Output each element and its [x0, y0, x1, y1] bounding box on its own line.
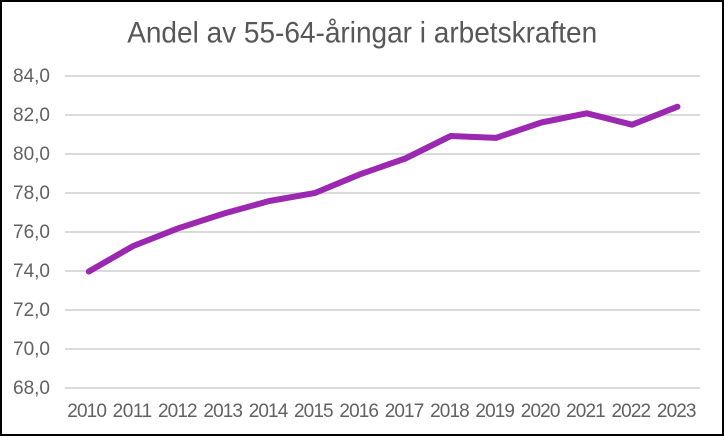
svg-text:84,0: 84,0	[13, 66, 50, 87]
svg-text:2014: 2014	[249, 401, 289, 422]
svg-text:82,0: 82,0	[13, 105, 50, 126]
svg-text:72,0: 72,0	[13, 300, 50, 321]
svg-text:2015: 2015	[294, 401, 334, 422]
svg-text:2019: 2019	[475, 401, 515, 422]
svg-text:2021: 2021	[566, 401, 606, 422]
svg-text:Andel av 55-64-åringar i arbet: Andel av 55-64-åringar i arbetskraften	[127, 17, 597, 50]
svg-text:2012: 2012	[158, 401, 198, 422]
svg-text:2020: 2020	[521, 401, 561, 422]
svg-text:80,0: 80,0	[13, 144, 50, 165]
svg-text:2017: 2017	[385, 401, 425, 422]
svg-text:2018: 2018	[430, 401, 470, 422]
svg-text:74,0: 74,0	[13, 261, 50, 282]
svg-text:78,0: 78,0	[13, 183, 50, 204]
svg-text:2016: 2016	[339, 401, 379, 422]
svg-text:2010: 2010	[67, 401, 107, 422]
svg-text:2013: 2013	[203, 401, 243, 422]
svg-text:76,0: 76,0	[13, 222, 50, 243]
svg-text:70,0: 70,0	[13, 339, 50, 360]
svg-text:2022: 2022	[612, 401, 652, 422]
svg-text:2011: 2011	[113, 401, 153, 422]
svg-text:68,0: 68,0	[13, 378, 50, 399]
svg-text:2023: 2023	[657, 401, 697, 422]
